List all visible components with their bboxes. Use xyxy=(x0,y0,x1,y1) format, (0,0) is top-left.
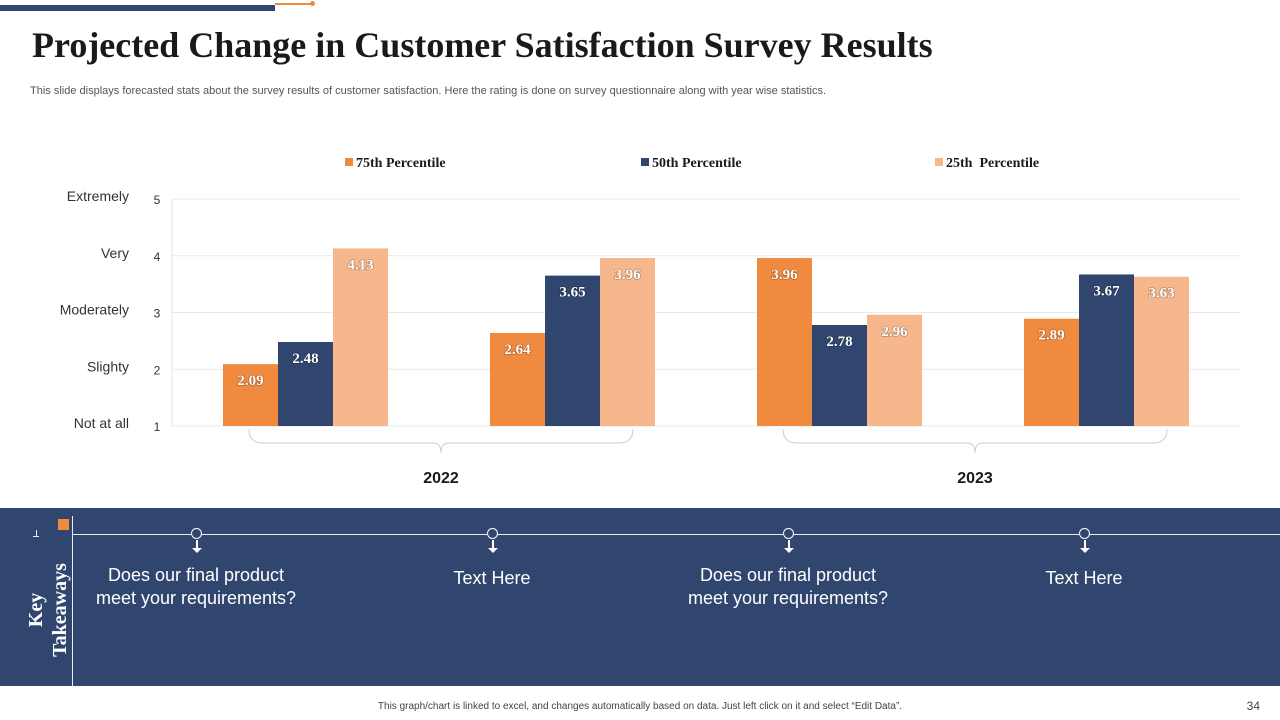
data-label-3-3: 2.96 xyxy=(881,324,908,340)
timeline-node-2-icon xyxy=(487,528,499,558)
timeline-node-3-icon xyxy=(783,528,795,558)
bar-2-1 xyxy=(278,342,333,426)
legend-swatch-2 xyxy=(641,158,649,166)
y-tick-text-4: Very xyxy=(101,245,129,261)
timeline-node-1-icon xyxy=(191,528,203,558)
takeaway-4-text: Text Here xyxy=(1045,568,1123,588)
key-takeaways-band: Key Takeaways Does our final product mee… xyxy=(0,508,1280,686)
data-label-1-2: 2.64 xyxy=(504,342,531,358)
bar-2-4 xyxy=(1079,274,1134,426)
y-tick-text-5: Extremely xyxy=(67,188,129,204)
band-divider xyxy=(72,516,73,686)
data-label-3-2: 3.96 xyxy=(614,267,641,283)
y-tick-2: 2 xyxy=(154,363,161,377)
y-tick-text-2: Slighty xyxy=(87,358,129,374)
timeline-line xyxy=(73,534,1280,535)
bar-1-1 xyxy=(223,364,278,426)
key-takeaways-label-line2: Takeaways xyxy=(49,563,71,657)
y-tick-1: 1 xyxy=(154,420,161,434)
group-label-2022: 2022 xyxy=(423,470,459,487)
data-label-1-3: 3.96 xyxy=(771,267,798,283)
y-tick-text-3: Moderately xyxy=(60,302,129,318)
takeaway-2-text: Text Here xyxy=(453,568,531,588)
slide-subtitle: This slide displays forecasted stats abo… xyxy=(30,85,827,97)
group-label-2023: 2023 xyxy=(957,470,993,487)
bar-1-2 xyxy=(490,332,545,426)
data-label-2-3: 2.78 xyxy=(826,334,852,350)
bar-3-1 xyxy=(333,248,388,426)
y-tick-text-1: Not at all xyxy=(74,415,129,431)
data-label-2-1: 2.48 xyxy=(292,351,318,367)
data-label-1-4: 2.89 xyxy=(1038,328,1064,344)
legend-swatch-3 xyxy=(935,158,943,166)
page-number: 34 xyxy=(1246,699,1260,713)
bar-3-4 xyxy=(1134,276,1189,426)
bar-1-4 xyxy=(1024,318,1079,426)
data-label-2-2: 3.65 xyxy=(559,285,585,301)
top-accent-dot xyxy=(310,1,315,6)
group-brace-2022 xyxy=(248,428,634,454)
legend-label-2: 50th Percentile xyxy=(652,156,742,171)
y-tick-4: 4 xyxy=(154,250,161,264)
bar-1-3 xyxy=(757,258,812,426)
timeline-node-4-icon xyxy=(1079,528,1091,558)
group-brace-2023 xyxy=(782,428,1168,454)
top-accent-bar xyxy=(0,5,275,11)
timeline-tick xyxy=(33,536,39,537)
bar-2-2 xyxy=(545,275,600,426)
legend-label-3: 25th Percentile xyxy=(946,156,1039,171)
data-label-3-1: 4.13 xyxy=(347,257,373,273)
bar-3-2 xyxy=(600,258,655,426)
y-tick-3: 3 xyxy=(154,307,161,321)
legend-label-1: 75th Percentile xyxy=(356,156,446,171)
bar-3-3 xyxy=(867,314,922,426)
bar-chart: 1 Not at all 2 Slighty 3 Moderately 4 Very 5 Extr… xyxy=(60,156,1240,487)
footer-note: This graph/chart is linked to excel, and… xyxy=(377,701,903,712)
data-label-1-1: 2.09 xyxy=(237,373,263,389)
slide-title: Projected Change in Customer Satisfactio… xyxy=(32,25,933,65)
y-tick-5: 5 xyxy=(154,193,161,207)
orange-square-marker xyxy=(58,519,69,530)
top-accent-line xyxy=(275,3,312,5)
bar-2-3 xyxy=(812,324,867,426)
legend-swatch-1 xyxy=(345,158,353,166)
takeaway-1-text: Does our final product meet your require… xyxy=(95,565,297,608)
data-label-3-4: 3.63 xyxy=(1148,286,1174,302)
key-takeaways-label-line1: Key xyxy=(25,592,47,628)
data-label-2-4: 3.67 xyxy=(1093,283,1120,299)
takeaway-3-text: Does our final product meet your require… xyxy=(687,565,889,608)
key-takeaways-label: Key Takeaways xyxy=(24,520,72,700)
timeline-tick-vertical xyxy=(36,530,37,536)
